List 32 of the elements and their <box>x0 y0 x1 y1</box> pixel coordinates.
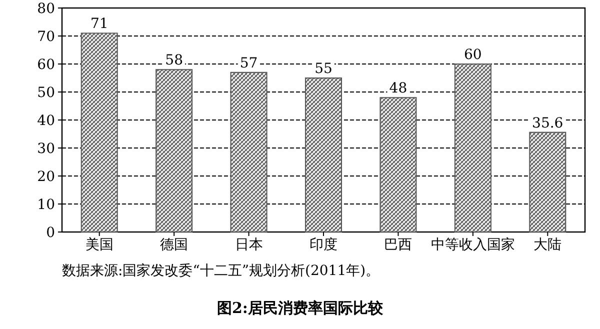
bar <box>305 78 342 232</box>
data-label: 55 <box>314 61 332 77</box>
x-tick-label: 德国 <box>160 237 188 253</box>
text: 图2:居民消费率国际比较 <box>217 299 384 317</box>
y-tick-label: 80 <box>37 1 55 17</box>
y-tick-label: 10 <box>37 197 55 213</box>
data-label: 60 <box>464 47 482 63</box>
y-tick-label: 20 <box>37 169 55 185</box>
data-label: 57 <box>240 55 258 72</box>
x-tick-label: 美国 <box>85 237 114 253</box>
x-tick-label: 中等收入国家 <box>430 237 515 253</box>
y-tick-label: 30 <box>37 141 55 157</box>
y-tick-label: 0 <box>46 225 55 241</box>
x-tick-label: 印度 <box>310 237 338 253</box>
bar <box>380 97 417 232</box>
x-tick-label: 大陆 <box>534 237 562 253</box>
x-tick-label: 日本 <box>234 237 263 253</box>
data-label: 58 <box>165 52 183 69</box>
x-tick-label: 巴西 <box>384 237 412 253</box>
bar <box>156 69 193 232</box>
bar <box>230 72 268 232</box>
data-label: 48 <box>389 80 408 97</box>
bar <box>454 64 492 232</box>
data-label: 35.6 <box>532 115 564 132</box>
bar <box>529 132 566 232</box>
y-tick-label: 60 <box>37 57 55 73</box>
data-label: 71 <box>90 16 108 32</box>
bar <box>80 32 118 232</box>
y-tick-label: 70 <box>37 29 55 45</box>
y-tick-label: 40 <box>37 113 55 129</box>
y-tick-label: 50 <box>37 85 55 101</box>
source-note: 数据来源:国家发改委“十二五”规划分析(2011年)。 <box>62 263 380 279</box>
